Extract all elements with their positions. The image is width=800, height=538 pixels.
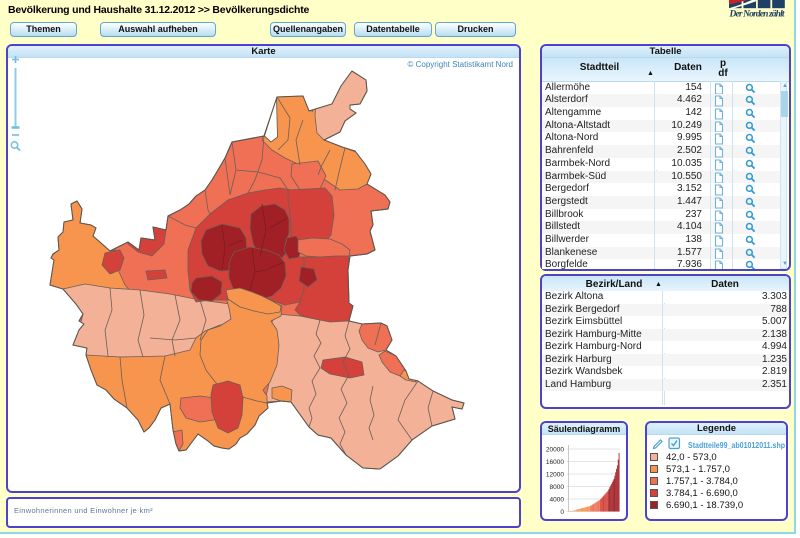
svg-text:16000: 16000 xyxy=(546,459,564,466)
svg-text:8000: 8000 xyxy=(550,484,565,491)
svg-text:Der Norden zählt: Der Norden zählt xyxy=(729,10,785,20)
svg-text:20000: 20000 xyxy=(546,446,564,453)
svg-text:0: 0 xyxy=(560,509,564,516)
svg-text:4000: 4000 xyxy=(550,496,565,503)
svg-text:12000: 12000 xyxy=(546,471,564,478)
